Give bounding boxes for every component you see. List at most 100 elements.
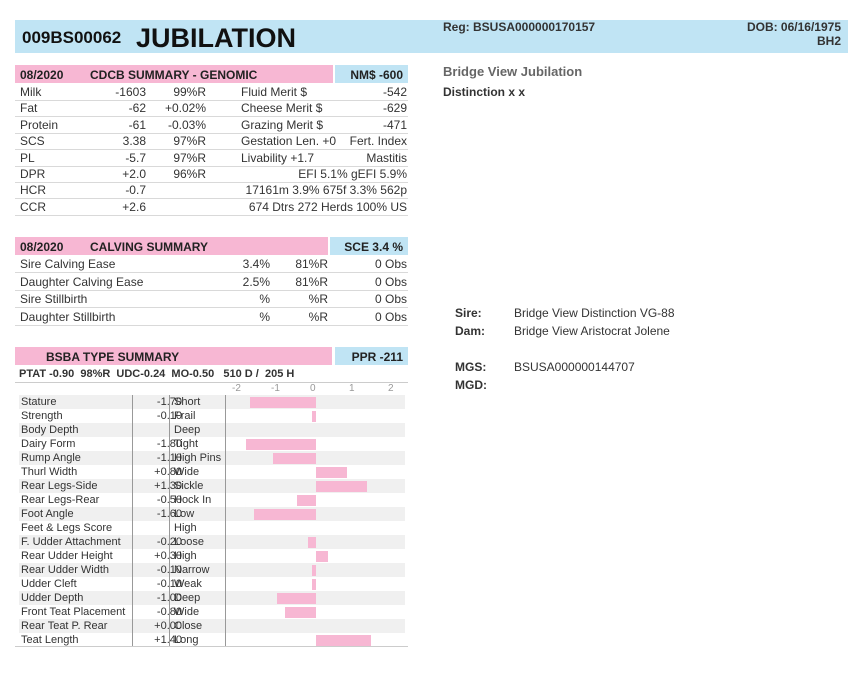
scale-tick-label: 0 — [310, 383, 316, 394]
type-trait: Foot Angle — [21, 508, 74, 520]
type-row: Rear Udder Width-0.10Narrow — [19, 563, 405, 577]
scale-tick-label: 2 — [388, 383, 394, 394]
type-trait: Udder Depth — [21, 592, 84, 604]
mgs-value: BSUSA000000144707 — [514, 360, 635, 374]
registration-number: Reg: BSUSA000000170157 — [443, 20, 596, 34]
type-row: Body Depth Deep — [19, 423, 405, 437]
sce-value: SCE 3.4 % — [344, 240, 403, 254]
type-trait: Feet & Legs Score — [21, 522, 113, 534]
bull-name: JUBILATION — [136, 23, 296, 53]
type-bar — [296, 495, 316, 506]
calving-percent: 2.5% — [242, 274, 270, 289]
type-row: Feet & Legs Score High — [19, 521, 405, 535]
type-descriptor: Frail — [174, 410, 196, 422]
calving-row: Sire Stillbirth% %R 0 Obs — [15, 291, 408, 308]
type-trait: Rear Teat P. Rear — [21, 620, 108, 632]
index-value: -629 — [382, 101, 407, 116]
type-title: BSBA TYPE SUMMARY — [46, 350, 180, 364]
net-merit-value: NM$ -600 — [350, 68, 403, 82]
type-row: Rear Teat P. Rear +0.00Close — [19, 619, 405, 633]
ppr-badge: PPR -211 — [335, 347, 408, 365]
genomic-title: CDCB SUMMARY - GENOMIC — [90, 68, 258, 82]
trait-value: +2.0 — [122, 167, 146, 181]
trait-value: -61 — [128, 117, 146, 132]
type-bar — [312, 411, 316, 422]
type-row: Strength-0.10Frail — [19, 409, 405, 423]
date-of-birth: DOB: 06/16/1975 — [746, 20, 841, 34]
type-bar — [253, 509, 316, 520]
distinction: Distinction x x — [443, 85, 526, 99]
header-banner: 009BS00062 JUBILATION — [15, 20, 848, 53]
calving-percent: 3.4% — [242, 257, 270, 271]
trait-reliability: 99%R — [173, 85, 206, 99]
trait-value: -5.7 — [125, 150, 146, 165]
calving-reliability: %R — [308, 309, 328, 324]
type-row: Stature-1.70Short — [19, 395, 405, 409]
type-descriptor: Narrow — [174, 564, 210, 576]
calving-obs: 0 Obs — [374, 309, 407, 324]
trait-reliability: -0.03% — [167, 117, 206, 132]
type-row: Teat Length +1.40Long — [19, 633, 405, 647]
calving-trait: Daughter Stillbirth — [20, 309, 116, 324]
chart-column-divider — [225, 395, 226, 647]
genomic-date: 08/2020 — [20, 68, 64, 82]
type-descriptor: Long — [174, 634, 199, 646]
type-descriptor: Wide — [174, 466, 200, 478]
trait-reliability: 96%R — [173, 167, 206, 181]
genomic-row: HCR -0.7 17161m 3.9% 675f 3.3% 562p — [15, 182, 408, 200]
type-bar — [312, 565, 316, 576]
type-descriptor: Sickle — [174, 480, 204, 492]
calving-trait: Sire Calving Ease — [20, 257, 116, 271]
index-value: -542 — [382, 85, 407, 99]
type-bar — [249, 397, 316, 408]
index-name: Grazing Merit $ — [241, 117, 324, 132]
trait-name: CCR — [20, 199, 46, 214]
calving-date: 08/2020 — [20, 240, 64, 254]
calving-trait: Sire Stillbirth — [20, 292, 88, 306]
type-row: Rear Legs-Side +1.30Sickle — [19, 479, 405, 493]
calving-percent: % — [259, 309, 270, 324]
type-row: Udder Cleft-0.10Weak — [19, 577, 405, 591]
type-bar — [284, 607, 316, 618]
value-column-divider — [132, 395, 133, 647]
type-descriptor: High — [174, 522, 197, 534]
calving-obs: 0 Obs — [374, 292, 407, 306]
trait-value: -0.7 — [125, 183, 146, 198]
type-bar — [316, 481, 367, 492]
type-descriptor: Wide — [174, 606, 200, 618]
type-trait: Teat Length — [21, 634, 79, 646]
calving-row: Daughter Calving Ease 2.5% 81%R 0 Obs — [15, 274, 408, 291]
ptat-line: PTAT -0.90 98%R UDC-0.24 MO-0.50 510 D /… — [19, 368, 294, 380]
type-bottom-divider — [15, 646, 408, 647]
type-trait: Stature — [21, 396, 57, 408]
type-value: +1.30 — [154, 479, 182, 493]
type-bar — [312, 579, 316, 590]
calving-row: Sire Calving Ease 3.4% 81%R 0 Obs — [15, 256, 408, 273]
type-bar — [277, 593, 316, 604]
trait-name: PL — [20, 150, 35, 165]
dam-name: Bridge View Aristocrat Jolene — [514, 324, 670, 338]
dam-label: Dam: — [455, 324, 486, 338]
genomic-row: Fat -62 +0.02% Cheese Merit $ -629 — [15, 100, 408, 118]
trait-reliability: 97%R — [173, 150, 206, 165]
type-descriptor: Deep — [174, 592, 201, 604]
type-bar — [308, 537, 316, 548]
type-value: +0.00 — [154, 619, 182, 633]
index-name: Cheese Merit $ — [241, 101, 323, 116]
scale-tick-label: -2 — [232, 383, 241, 394]
descriptor-column-divider — [169, 395, 170, 647]
net-merit-badge: NM$ -600 — [335, 65, 408, 83]
type-descriptor: Weak — [174, 578, 202, 590]
type-row: Rear Udder Height +0.30High — [19, 549, 405, 563]
type-value: +0.30 — [154, 549, 182, 563]
genomic-row: SCS 3.38 97%R Gestation Len. +0 Fert. Index — [15, 133, 408, 151]
mgd-label: MGD: — [455, 378, 487, 392]
calving-reliability: 81%R — [295, 274, 328, 289]
type-trait: Rear Udder Width — [21, 564, 110, 576]
index-name: Livability +1.7 — [241, 150, 315, 165]
type-value: +0.80 — [154, 465, 182, 479]
index-name: Gestation Len. +0 — [241, 134, 337, 149]
index-name: Fluid Merit $ — [241, 85, 308, 99]
type-trait: Rear Udder Height — [21, 550, 113, 562]
type-bar — [316, 551, 328, 562]
